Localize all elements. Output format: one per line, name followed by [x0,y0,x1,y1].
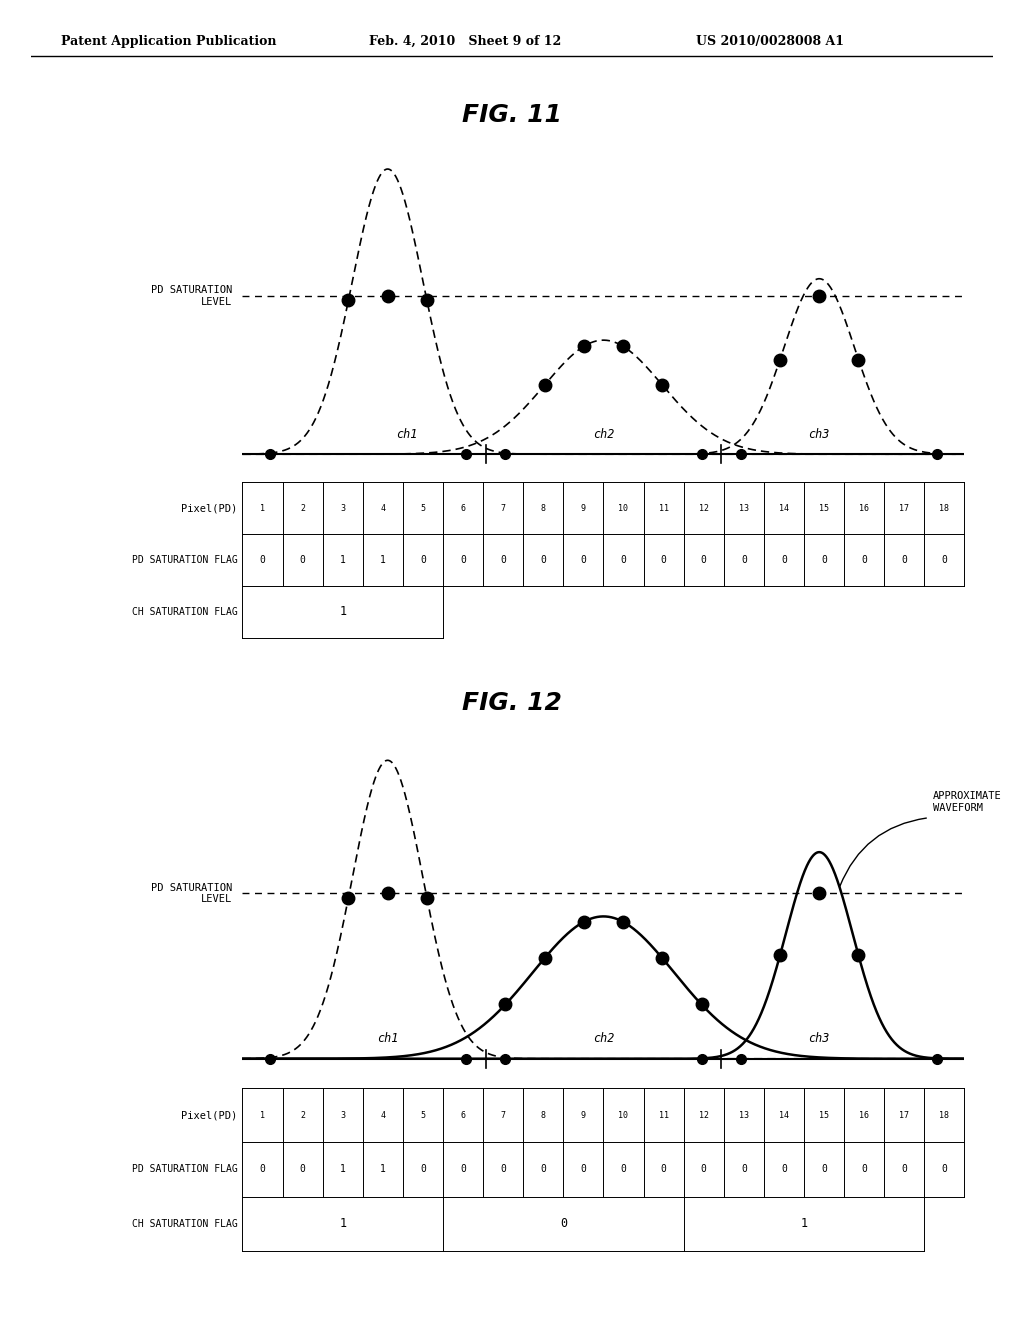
Text: 0: 0 [621,554,627,565]
Text: 0: 0 [781,554,786,565]
Text: 1: 1 [260,504,265,512]
Text: 0: 0 [821,554,827,565]
Text: 1: 1 [340,1164,346,1175]
Text: PD SATURATION FLAG: PD SATURATION FLAG [132,554,238,565]
Text: 2: 2 [300,504,305,512]
Text: 0: 0 [501,554,506,565]
Text: Patent Application Publication: Patent Application Publication [61,34,276,48]
Text: 0: 0 [660,1164,667,1175]
Text: 7: 7 [501,1110,506,1119]
Text: 1: 1 [339,606,346,618]
Text: 4: 4 [380,1110,385,1119]
Text: 1: 1 [260,1110,265,1119]
Text: 17: 17 [899,504,909,512]
Text: 2: 2 [300,1110,305,1119]
Text: FIG. 11: FIG. 11 [462,103,562,127]
Text: 9: 9 [581,1110,586,1119]
Text: 0: 0 [741,1164,746,1175]
Text: 0: 0 [460,554,466,565]
Text: 0: 0 [700,554,707,565]
Text: 4: 4 [380,504,385,512]
Text: 11: 11 [658,504,669,512]
Text: 0: 0 [420,554,426,565]
Text: 0: 0 [300,554,305,565]
Text: 8: 8 [541,1110,546,1119]
Text: 13: 13 [739,504,749,512]
Text: 0: 0 [700,1164,707,1175]
Text: 0: 0 [501,1164,506,1175]
Text: FIG. 12: FIG. 12 [462,692,562,715]
Text: ch3: ch3 [809,428,829,441]
Text: Pixel(PD): Pixel(PD) [181,503,238,513]
Text: 7: 7 [501,504,506,512]
Text: 1: 1 [380,554,386,565]
Text: 3: 3 [340,1110,345,1119]
Text: 0: 0 [300,1164,305,1175]
Text: 0: 0 [901,554,907,565]
Text: 1: 1 [801,1217,808,1230]
Text: CH SATURATION FLAG: CH SATURATION FLAG [132,607,238,616]
Text: PD SATURATION
LEVEL: PD SATURATION LEVEL [151,285,232,308]
Text: 18: 18 [939,504,949,512]
Text: 1: 1 [340,554,346,565]
Text: ch3: ch3 [809,1032,829,1045]
Text: PD SATURATION
LEVEL: PD SATURATION LEVEL [151,883,232,904]
Text: 0: 0 [420,1164,426,1175]
Text: 0: 0 [781,1164,786,1175]
Text: 14: 14 [779,504,788,512]
Text: 9: 9 [581,504,586,512]
Text: 17: 17 [899,1110,909,1119]
Text: 0: 0 [941,1164,947,1175]
Text: 6: 6 [461,1110,466,1119]
Text: 10: 10 [618,504,629,512]
Text: 0: 0 [621,1164,627,1175]
Text: 0: 0 [581,554,587,565]
Text: 10: 10 [618,1110,629,1119]
Text: 8: 8 [541,504,546,512]
Text: 0: 0 [941,554,947,565]
Text: 3: 3 [340,504,345,512]
Text: ch1: ch1 [396,428,418,441]
Text: US 2010/0028008 A1: US 2010/0028008 A1 [696,34,845,48]
Text: 0: 0 [541,1164,546,1175]
Text: 0: 0 [541,554,546,565]
Text: 12: 12 [698,1110,709,1119]
Text: 12: 12 [698,504,709,512]
Text: 0: 0 [821,1164,827,1175]
Text: 16: 16 [859,504,869,512]
Text: Feb. 4, 2010   Sheet 9 of 12: Feb. 4, 2010 Sheet 9 of 12 [369,34,561,48]
Text: 18: 18 [939,1110,949,1119]
Text: 14: 14 [779,1110,788,1119]
Text: 15: 15 [819,1110,829,1119]
Text: 0: 0 [560,1217,567,1230]
Text: 0: 0 [741,554,746,565]
Text: 5: 5 [421,504,425,512]
Text: 0: 0 [861,554,867,565]
Text: PD SATURATION FLAG: PD SATURATION FLAG [132,1164,238,1175]
Text: 0: 0 [861,1164,867,1175]
Text: 0: 0 [260,1164,265,1175]
Text: APPROXIMATE
WAVEFORM: APPROXIMATE WAVEFORM [933,791,1001,813]
Text: 0: 0 [660,554,667,565]
Text: 0: 0 [460,1164,466,1175]
Text: 0: 0 [901,1164,907,1175]
Text: ch1: ch1 [377,1032,398,1045]
Text: 11: 11 [658,1110,669,1119]
Text: 0: 0 [260,554,265,565]
Text: CH SATURATION FLAG: CH SATURATION FLAG [132,1218,238,1229]
Text: 15: 15 [819,504,829,512]
Text: 1: 1 [339,1217,346,1230]
Text: ch2: ch2 [593,1032,614,1045]
Text: ch2: ch2 [593,428,614,441]
Text: 5: 5 [421,1110,425,1119]
Text: 6: 6 [461,504,466,512]
Text: 16: 16 [859,1110,869,1119]
Text: 0: 0 [581,1164,587,1175]
Text: Pixel(PD): Pixel(PD) [181,1110,238,1121]
Text: 1: 1 [380,1164,386,1175]
Text: 13: 13 [739,1110,749,1119]
